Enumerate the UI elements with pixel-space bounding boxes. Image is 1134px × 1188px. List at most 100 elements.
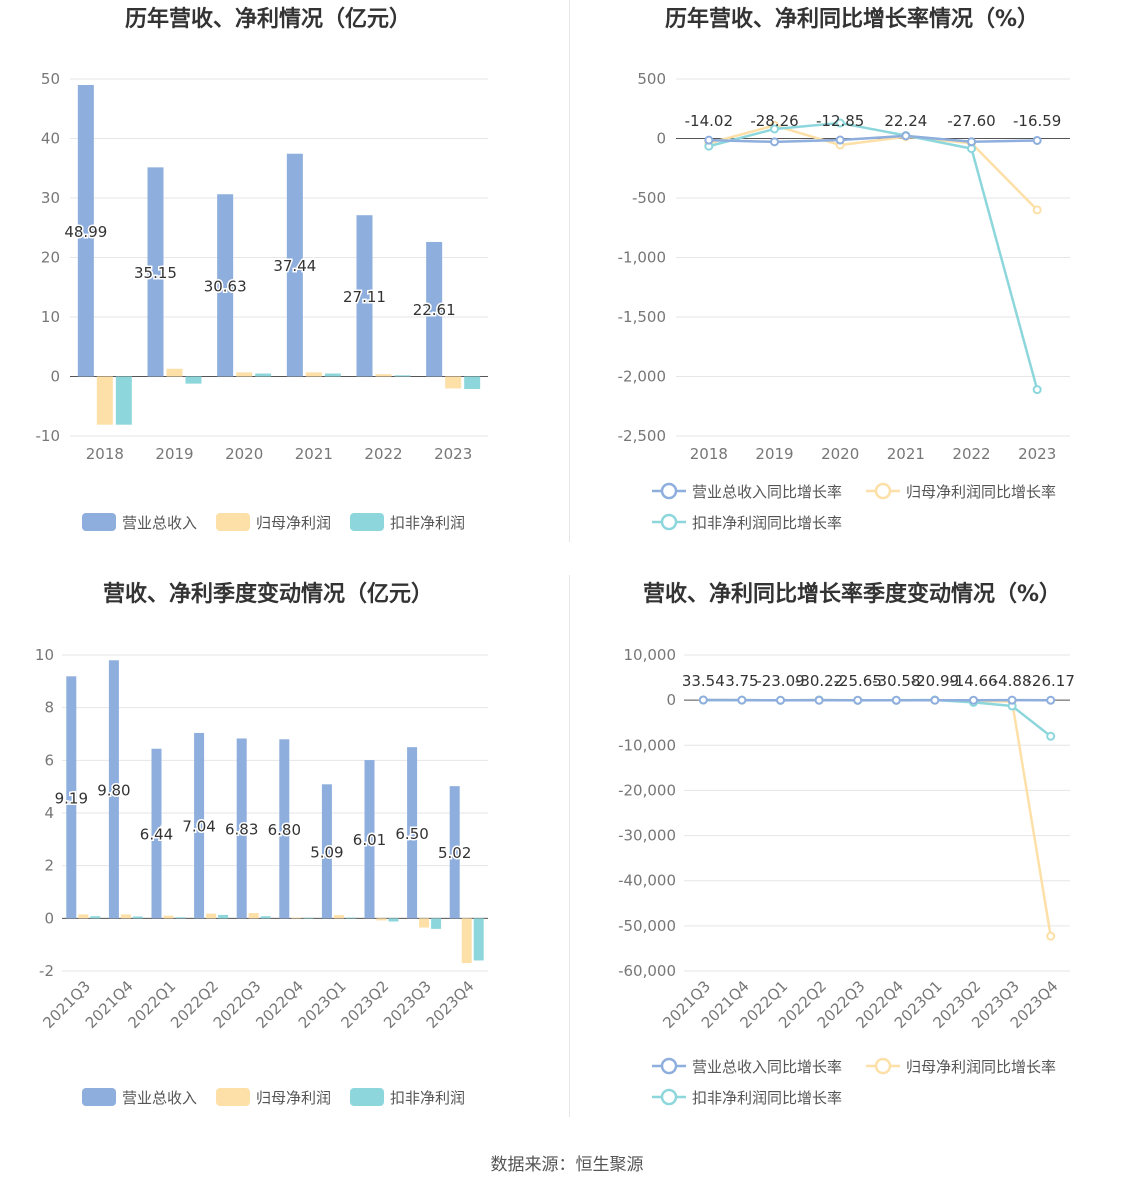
bar-value-label: 6.80 [268, 821, 301, 839]
bar-net-profit [419, 918, 430, 928]
y-tick-label: -60,000 [618, 962, 676, 980]
line-point [1046, 931, 1056, 941]
y-tick-label: 0 [666, 691, 676, 709]
annual-growth-rate-chart: 历年营收、净利同比增长率情况（%） 500 0 -500 -1,000 -1,500 -2,… [570, 0, 1134, 545]
line-point [770, 124, 779, 134]
growth-value-label: 33.54 [682, 672, 725, 690]
bar-deducted-profit [464, 376, 481, 389]
x-tick-label: 2023 [434, 445, 472, 463]
y-tick-label: -50,000 [618, 917, 676, 935]
bar-value-label: 6.01 [353, 831, 386, 849]
legend-label: 归母净利润同比增长率 [906, 483, 1056, 501]
vertical-divider-top [569, 0, 570, 542]
bar-net-profit [206, 913, 217, 919]
bar-deducted-profit [303, 917, 314, 919]
bar-net-profit [236, 372, 253, 377]
line-point [853, 695, 863, 705]
legend-label: 归母净利润同比增长率 [906, 1058, 1056, 1076]
y-tick-label: -30,000 [618, 827, 676, 845]
bar-deducted-profit [345, 917, 356, 919]
chart-svg: 历年营收、净利同比增长率情况（%） 500 0 -500 -1,000 -1,500 -2,… [618, 6, 1070, 532]
bar-deducted-profit [132, 916, 143, 919]
line-point [704, 135, 714, 145]
chart-title: 营收、净利同比增长率季度变动情况（%） [643, 581, 1061, 607]
x-tick-label: 2019 [755, 445, 793, 463]
chart-svg: 营收、净利季度变动情况（亿元）1086420-22021Q32021Q42022… [35, 581, 488, 1107]
line-point [901, 131, 911, 141]
y-tick-label: 500 [637, 70, 666, 88]
bar-revenue [286, 153, 303, 377]
bar-deducted-profit [175, 917, 186, 919]
bar-net-profit [248, 913, 259, 919]
x-tick-label: 2018 [690, 445, 728, 463]
bar-revenue [147, 167, 164, 377]
bar-revenue [279, 739, 290, 919]
chart-title: 历年营收、净利同比增长率情况（%） [665, 6, 1039, 32]
y-tick-label: 0 [50, 368, 60, 386]
bar-value-label: 35.15 [134, 264, 177, 282]
chart-title: 历年营收、净利情况（亿元） [125, 6, 411, 32]
bar-deducted-profit [185, 376, 202, 384]
line-net-profit-growth [708, 124, 1039, 211]
bar-deducted-profit [431, 918, 442, 929]
bar-net-profit [445, 376, 462, 389]
bar-value-label: 27.11 [343, 288, 386, 306]
growth-value-label: -23.09 [756, 672, 804, 690]
bar-deducted-profit [115, 376, 132, 425]
growth-value-label: 3.75 [725, 672, 758, 690]
x-tick-label: 2021 [295, 445, 333, 463]
legend-label: 扣非净利润 [390, 514, 465, 532]
growth-value-label: -20.99 [911, 672, 959, 690]
x-tick-label: 2021 [887, 445, 925, 463]
growth-value-label: 22.24 [884, 112, 927, 130]
y-tick-label: 30 [41, 189, 60, 207]
bar-value-label: 5.09 [310, 843, 343, 861]
legend-swatch [350, 513, 384, 531]
legend-label: 扣非净利润 [390, 1089, 465, 1107]
bar-value-label: 37.44 [273, 257, 316, 275]
bar-deducted-profit [388, 918, 399, 922]
legend-label: 归母净利润 [256, 514, 331, 532]
growth-value-label: -30.22 [795, 672, 843, 690]
bar-net-profit [78, 914, 89, 919]
bar-net-profit [120, 914, 131, 919]
growth-value-label: -25.65 [834, 672, 882, 690]
bar-net-profit [376, 918, 387, 921]
growth-value-label: -16.59 [1013, 112, 1061, 130]
line-point [967, 137, 976, 147]
bar-net-profit [96, 376, 113, 425]
bar-value-label: 6.83 [225, 820, 258, 838]
bar-revenue [426, 241, 443, 377]
y-tick-label: 8 [44, 699, 54, 717]
y-tick-label: 10 [35, 646, 54, 664]
bar-net-profit [166, 368, 183, 377]
line-point [770, 137, 779, 147]
bar-revenue [236, 738, 247, 919]
bar-net-profit [375, 374, 392, 377]
bar-revenue [364, 760, 375, 919]
growth-value-label: -27.60 [947, 112, 995, 130]
bar-deducted-profit [394, 375, 411, 377]
growth-value-label: -30.58 [872, 672, 920, 690]
quarterly-growth-rate-chart: 营收、净利同比增长率季度变动情况（%） 10,000 0 -10,000 -20,000… [570, 575, 1134, 1120]
line-deducted-growth [703, 698, 1052, 738]
bar-value-label: 30.63 [204, 277, 247, 295]
x-tick-label: 2018 [86, 445, 124, 463]
line-point [1046, 695, 1056, 705]
chart-svg: 历年营收、净利情况（亿元） 50 40 30 20 10 0 -10 2018 2019 2020 2… [36, 6, 488, 532]
y-tick-label: 10 [41, 308, 60, 326]
legend-label: 营业总收入 [122, 1089, 197, 1107]
bar-deducted-profit [473, 918, 484, 961]
x-tick-label: 2022 [952, 445, 990, 463]
y-tick-label: 0 [656, 130, 666, 148]
legend-swatch [216, 513, 250, 531]
y-tick-label: -20,000 [618, 781, 676, 799]
y-tick-label: -40,000 [618, 872, 676, 890]
bar-revenue [356, 215, 373, 377]
y-tick-label: -2,500 [618, 427, 666, 445]
legend-swatch [82, 513, 116, 531]
bar-value-label: 5.02 [438, 844, 471, 862]
y-tick-label: 40 [41, 130, 60, 148]
bar-net-profit [305, 372, 322, 377]
line-point [1032, 205, 1042, 215]
